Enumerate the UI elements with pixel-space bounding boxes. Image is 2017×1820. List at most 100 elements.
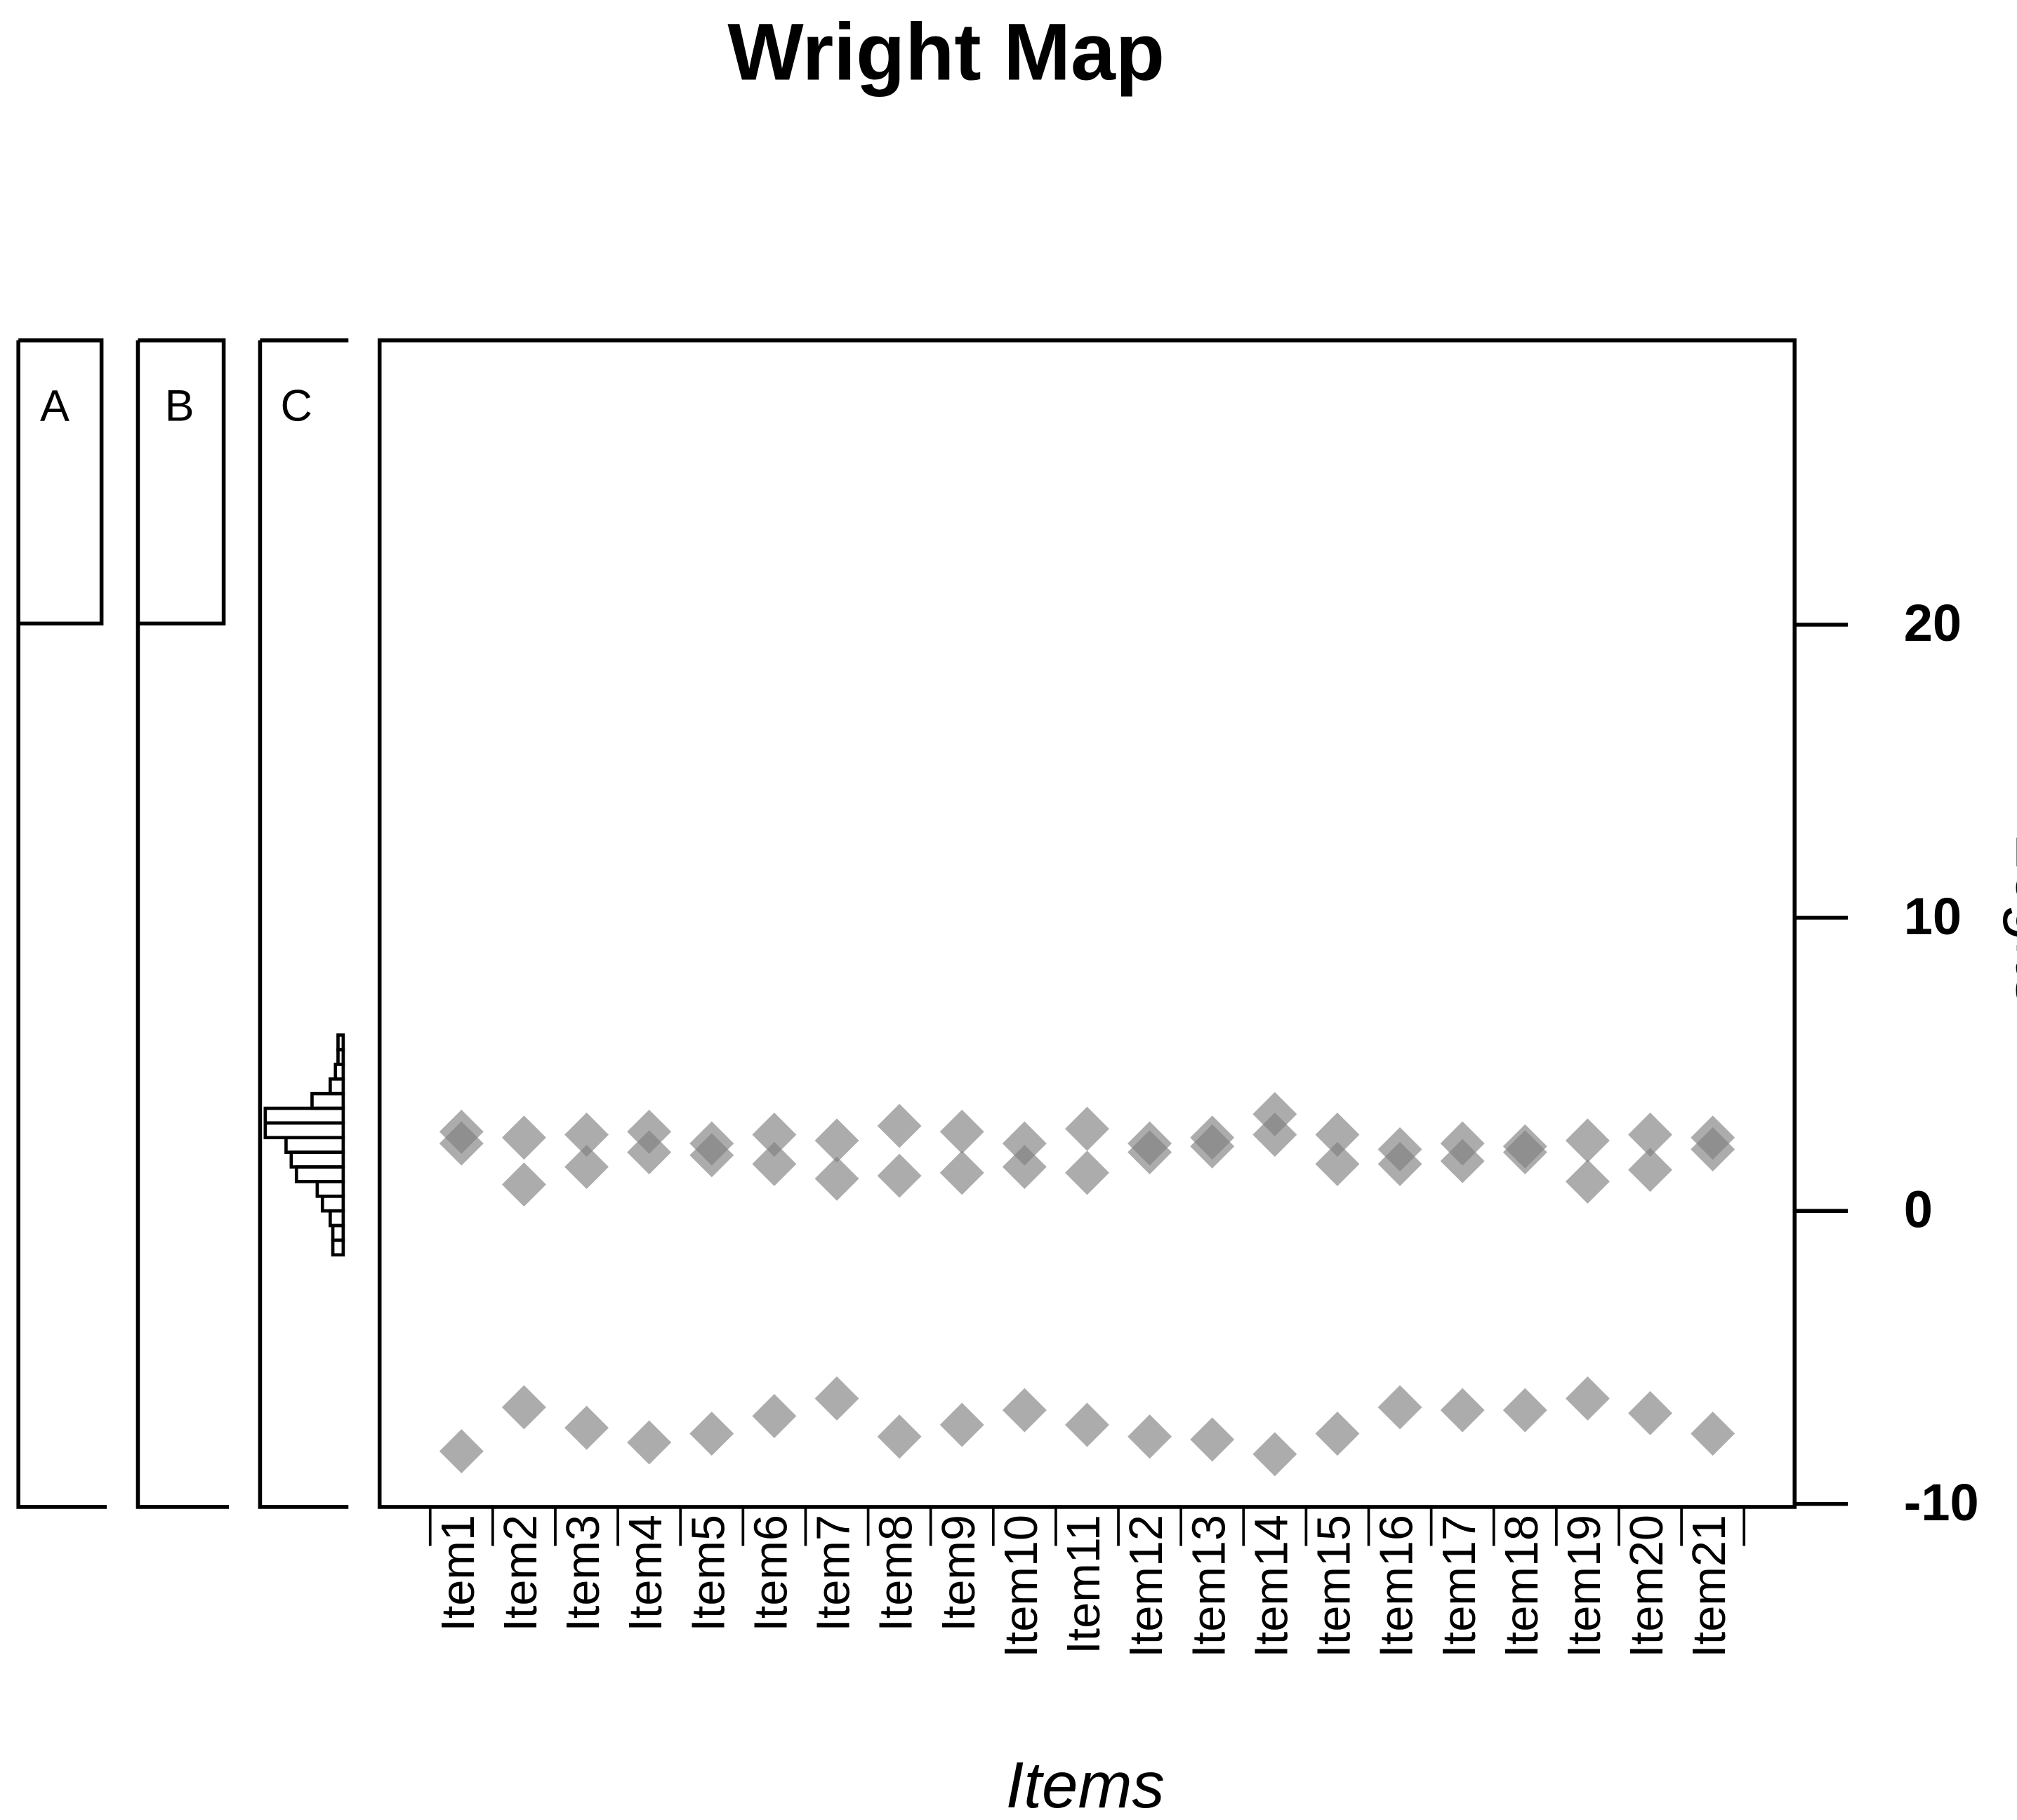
threshold-marker: [1315, 1112, 1360, 1157]
x-tick-label: Item6: [745, 1515, 797, 1632]
threshold-marker: [1190, 1417, 1235, 1462]
histogram-bar: [289, 1150, 345, 1169]
y-tick-label: 20: [1904, 594, 1962, 652]
threshold-marker: [564, 1112, 609, 1157]
threshold-marker: [1565, 1118, 1610, 1163]
threshold-marker: [1252, 1112, 1297, 1157]
panel-a-frame: [16, 338, 107, 1509]
threshold-marker: [501, 1162, 546, 1207]
x-tick-label: Item19: [1559, 1515, 1611, 1658]
panel-c-frame: [258, 338, 349, 1509]
threshold-marker: [877, 1414, 922, 1459]
threshold-marker: [1315, 1412, 1360, 1456]
threshold-marker: [564, 1145, 609, 1190]
threshold-marker: [564, 1405, 609, 1450]
x-tick-label: Item15: [1309, 1515, 1361, 1658]
histogram-bar: [331, 1238, 345, 1257]
threshold-marker: [439, 1121, 484, 1166]
histogram-bar: [329, 1209, 345, 1228]
threshold-marker: [752, 1141, 797, 1186]
panel-label: A: [40, 382, 70, 431]
histogram-bar: [310, 1091, 345, 1110]
x-tick-label: Item2: [495, 1515, 547, 1632]
threshold-marker: [689, 1412, 734, 1456]
histogram-bar: [331, 1223, 345, 1242]
histogram-bar: [315, 1180, 345, 1198]
threshold-marker: [1628, 1112, 1672, 1157]
threshold-marker: [501, 1385, 546, 1430]
threshold-marker: [814, 1118, 859, 1163]
threshold-marker: [877, 1153, 922, 1198]
x-tick-label: Item11: [1058, 1515, 1110, 1654]
threshold-marker: [939, 1109, 984, 1154]
threshold-marker: [939, 1150, 984, 1195]
plot-frame: [377, 338, 1797, 1509]
threshold-marker: [814, 1156, 859, 1201]
threshold-marker: [1190, 1124, 1235, 1169]
x-tick-label: Item5: [682, 1515, 734, 1632]
threshold-marker: [1377, 1141, 1422, 1186]
x-tick-label: Item9: [933, 1515, 985, 1632]
x-tick-label: Item17: [1434, 1515, 1486, 1658]
x-tick-label: Item10: [996, 1515, 1047, 1658]
threshold-marker: [1065, 1402, 1109, 1447]
x-tick-label: Item1: [432, 1515, 484, 1632]
x-tick-label: Item8: [871, 1515, 922, 1632]
histogram-bar: [263, 1121, 345, 1140]
threshold-marker: [1002, 1145, 1047, 1190]
threshold-marker: [1252, 1432, 1297, 1477]
x-axis-title: Items: [1006, 1748, 1165, 1820]
threshold-marker: [1065, 1106, 1109, 1151]
threshold-marker: [1002, 1388, 1047, 1433]
threshold-marker: [1127, 1130, 1172, 1175]
panel-label: C: [281, 382, 312, 431]
threshold-marker: [752, 1394, 797, 1438]
threshold-marker: [1377, 1385, 1422, 1430]
chart-title: Wright Map: [727, 8, 1165, 98]
y-tick-label: 10: [1904, 887, 1962, 945]
histogram-bar: [329, 1077, 345, 1096]
x-tick-label: Item4: [620, 1515, 672, 1632]
threshold-marker: [627, 1420, 672, 1465]
threshold-marker: [1565, 1376, 1610, 1421]
histogram-bar: [284, 1136, 345, 1154]
y-tick-label: -10: [1904, 1473, 1979, 1532]
threshold-marker: [1315, 1141, 1360, 1186]
x-tick-label: Item7: [808, 1515, 860, 1632]
threshold-marker: [1691, 1412, 1735, 1456]
threshold-marker: [1628, 1148, 1672, 1193]
panel-frames: [16, 338, 1797, 1509]
threshold-marker: [814, 1376, 859, 1421]
histogram-bar: [320, 1194, 345, 1213]
threshold-marker: [501, 1115, 546, 1160]
threshold-marker: [1565, 1159, 1610, 1204]
threshold-marker: [1127, 1414, 1172, 1459]
threshold-marker: [1002, 1121, 1047, 1166]
x-tick-label: Item20: [1621, 1515, 1673, 1658]
threshold-marker: [1502, 1388, 1547, 1433]
x-tick-label: Item21: [1684, 1515, 1735, 1658]
y-axis-title: Logits: [2002, 836, 2017, 1009]
x-tick-label: Item18: [1496, 1515, 1548, 1658]
histogram-bar: [336, 1048, 345, 1066]
threshold-marker: [1628, 1390, 1672, 1435]
x-tick-label: Item14: [1245, 1515, 1297, 1658]
threshold-marker: [877, 1103, 922, 1148]
x-tick-label: Item13: [1183, 1515, 1235, 1658]
threshold-marker: [1440, 1388, 1485, 1433]
x-tick-label: Item16: [1371, 1515, 1423, 1658]
threshold-marker: [1691, 1127, 1735, 1171]
histogram-bar: [336, 1033, 345, 1051]
histogram-bar: [333, 1063, 345, 1081]
threshold-marker: [439, 1429, 484, 1474]
threshold-marker: [627, 1130, 672, 1175]
panel-label: B: [165, 382, 194, 431]
histogram-bar: [294, 1165, 345, 1183]
threshold-marker: [939, 1402, 984, 1447]
histogram-bar: [263, 1106, 345, 1125]
threshold-marker: [1502, 1130, 1547, 1175]
x-tick-label: Item12: [1120, 1515, 1172, 1658]
y-tick-label: 0: [1904, 1180, 1933, 1238]
panel-b-frame: [135, 338, 230, 1509]
